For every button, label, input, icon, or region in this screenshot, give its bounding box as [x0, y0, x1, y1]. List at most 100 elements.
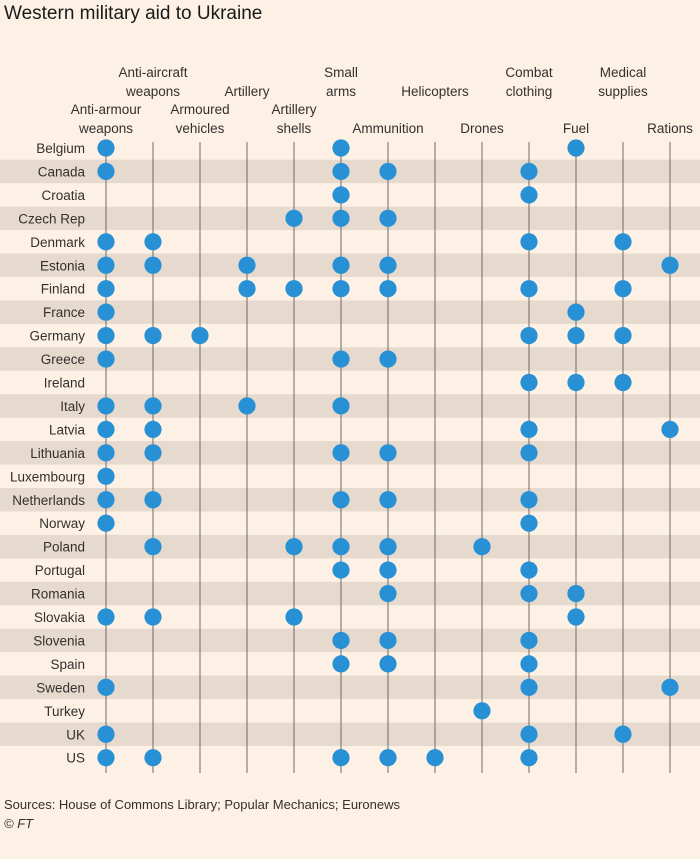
column-header-line: Ammunition	[352, 121, 423, 136]
aid-dot	[97, 467, 115, 485]
aid-dot	[379, 256, 397, 274]
aid-dot	[473, 538, 491, 556]
country-label: Norway	[39, 516, 85, 531]
column-header: Armoured vehicles	[170, 102, 229, 136]
aid-dot	[144, 327, 162, 345]
aid-dot	[332, 631, 350, 650]
column-header-line: Medical	[600, 65, 647, 80]
sources-note: Sources: House of Commons Library; Popul…	[4, 797, 400, 812]
aid-dot	[379, 749, 397, 767]
column-header-line: Fuel	[563, 121, 589, 136]
column-header-line: arms	[326, 84, 356, 99]
row-band	[0, 581, 700, 606]
country-label: Italy	[60, 399, 85, 414]
aid-dot	[379, 209, 397, 227]
country-label: Belgium	[36, 141, 85, 156]
aid-dot	[379, 538, 397, 556]
credit-note: © FT	[4, 816, 34, 831]
aid-dot	[520, 373, 538, 392]
aid-dot	[379, 491, 397, 509]
aid-dot	[144, 608, 162, 626]
aid-dot	[97, 491, 115, 509]
aid-dot	[97, 233, 115, 251]
aid-dot	[567, 303, 585, 321]
country-label: Estonia	[40, 258, 86, 273]
country-label: US	[66, 751, 85, 766]
column-header: Artillery shells	[271, 102, 316, 136]
row-band	[0, 206, 700, 231]
aid-dot	[97, 514, 115, 532]
aid-dot	[520, 327, 538, 345]
country-label: Spain	[50, 657, 85, 672]
aid-dots	[97, 139, 679, 767]
aid-dot	[520, 561, 538, 579]
column-header: Small arms	[324, 65, 358, 99]
aid-dot	[661, 420, 679, 438]
country-label: Slovenia	[33, 633, 85, 648]
country-label: Turkey	[44, 704, 85, 719]
aid-dot	[520, 678, 538, 696]
aid-dot	[332, 444, 350, 462]
country-label: Slovakia	[34, 610, 86, 625]
aid-dot	[285, 608, 303, 626]
aid-dot	[661, 678, 679, 696]
column-header-line: Small	[324, 65, 358, 80]
column-header-line: weapons	[125, 84, 180, 99]
aid-dot	[520, 420, 538, 438]
column-header: Medical supplies	[598, 65, 648, 99]
country-label: Lithuania	[30, 446, 85, 461]
country-label: Portugal	[35, 563, 85, 578]
aid-dot	[520, 655, 538, 673]
aid-dot	[567, 373, 585, 392]
aid-dot	[379, 631, 397, 650]
aid-dot	[520, 162, 538, 181]
aid-dot	[332, 350, 350, 368]
aid-dot	[614, 725, 632, 743]
column-header-line: Armoured	[170, 102, 229, 117]
aid-dot	[379, 561, 397, 579]
aid-dot	[97, 327, 115, 345]
aid-dot	[614, 280, 632, 298]
aid-dot	[520, 186, 538, 204]
column-header: Anti-aircraft weapons	[118, 65, 187, 99]
column-header-line: vehicles	[176, 121, 225, 136]
aid-dot	[97, 608, 115, 626]
aid-matrix-chart: Anti-armour weapons Anti-aircraft weapons Ar…	[0, 65, 700, 773]
column-header: Ammunition	[352, 121, 423, 136]
aid-dot	[379, 444, 397, 462]
country-label: Germany	[29, 329, 85, 344]
row-band	[0, 534, 700, 559]
aid-dot	[97, 139, 115, 157]
aid-dot	[332, 538, 350, 556]
aid-dot	[567, 608, 585, 626]
aid-dot	[332, 280, 350, 298]
aid-dot	[567, 139, 585, 157]
country-label: Denmark	[30, 235, 85, 250]
aid-dot	[97, 280, 115, 298]
column-header-line: Combat	[505, 65, 553, 80]
country-label: Luxembourg	[10, 469, 85, 484]
aid-dot	[332, 256, 350, 274]
aid-dot	[661, 256, 679, 274]
aid-dot	[426, 749, 444, 767]
aid-dot	[379, 162, 397, 181]
column-header-line: clothing	[506, 84, 553, 99]
aid-dot	[520, 280, 538, 298]
aid-dot	[144, 397, 162, 415]
column-header: Rations	[647, 121, 693, 136]
column-header-line: Anti-armour	[71, 102, 142, 117]
column-header: Combat clothing	[505, 65, 553, 99]
aid-dot	[144, 420, 162, 438]
aid-dot	[144, 256, 162, 274]
aid-dot	[285, 538, 303, 556]
aid-dot	[332, 209, 350, 227]
aid-dot	[520, 514, 538, 532]
column-header-line: Artillery	[271, 102, 316, 117]
column-header-line: weapons	[78, 121, 133, 136]
aid-dot	[520, 233, 538, 251]
aid-dot	[520, 444, 538, 462]
aid-dot	[379, 350, 397, 368]
aid-dot	[97, 444, 115, 462]
aid-dot	[567, 584, 585, 603]
aid-dot	[332, 186, 350, 204]
